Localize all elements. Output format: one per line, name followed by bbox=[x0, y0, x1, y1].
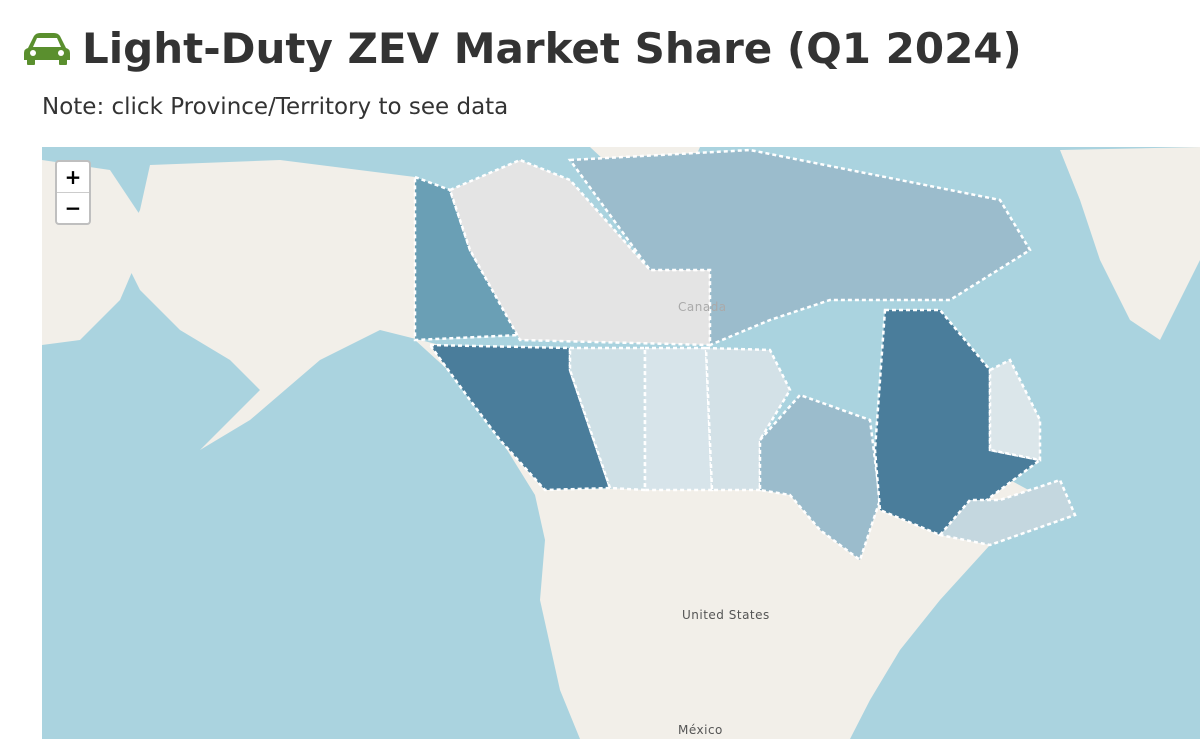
zoom-control: + − bbox=[55, 160, 91, 225]
note: Note: click Province/Territory to see da… bbox=[42, 94, 509, 120]
map[interactable]: Canada United States México + − bbox=[42, 147, 1200, 739]
map-layer bbox=[42, 147, 1200, 739]
province[interactable] bbox=[988, 358, 1042, 462]
map-label: Canada bbox=[678, 300, 727, 314]
map-label: México bbox=[678, 723, 723, 737]
province[interactable] bbox=[937, 478, 1077, 547]
land-north-america bbox=[470, 390, 1075, 739]
province[interactable] bbox=[568, 346, 647, 492]
zoom-in[interactable]: + bbox=[64, 165, 82, 189]
car-icon bbox=[24, 33, 70, 65]
province[interactable] bbox=[873, 308, 1043, 537]
province[interactable] bbox=[643, 346, 714, 492]
province[interactable] bbox=[758, 393, 882, 563]
header: Light-Duty ZEV Market Share (Q1 2024) bbox=[22, 18, 1022, 78]
land-alaska bbox=[120, 160, 470, 450]
province[interactable] bbox=[567, 148, 1032, 347]
land-greenland bbox=[1060, 147, 1200, 340]
title: Light-Duty ZEV Market Share (Q1 2024) bbox=[82, 23, 1022, 73]
province[interactable] bbox=[704, 346, 792, 492]
zoom-out[interactable]: − bbox=[57, 192, 89, 223]
map-label: United States bbox=[682, 608, 770, 622]
